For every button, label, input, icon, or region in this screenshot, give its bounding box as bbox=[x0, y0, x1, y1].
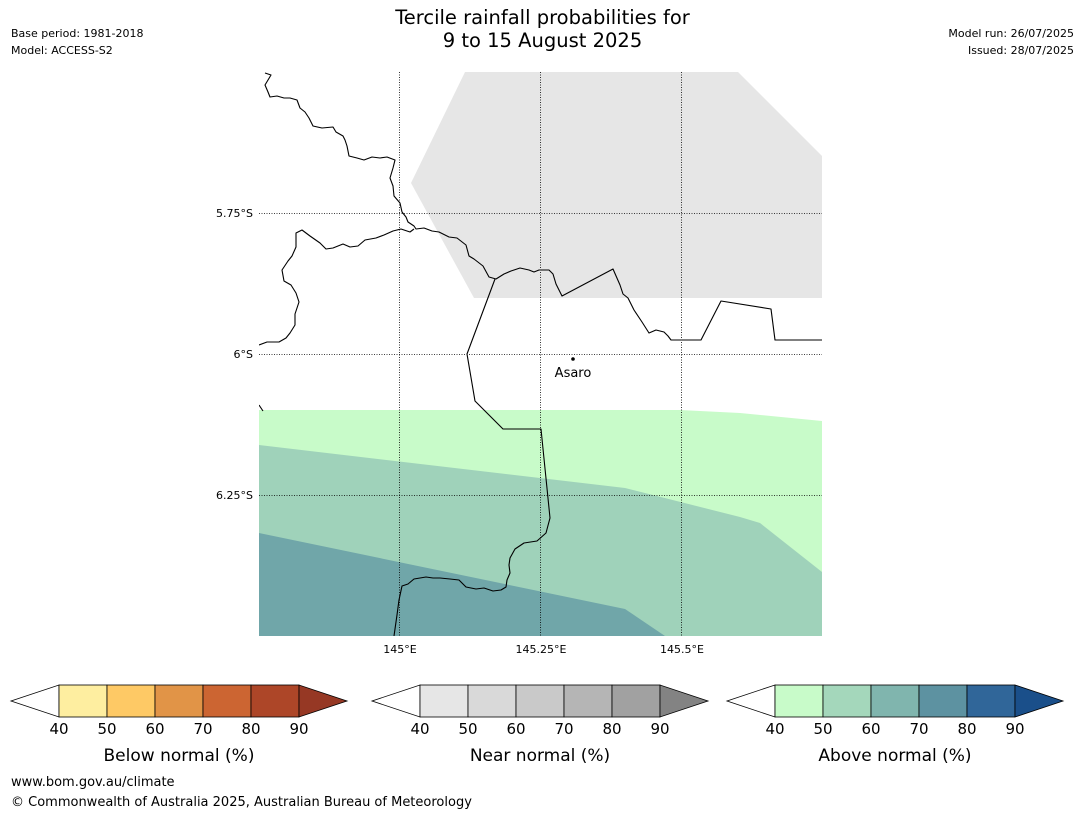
near-normal-swatch bbox=[515, 684, 565, 718]
above-normal-region-60 bbox=[259, 533, 665, 636]
lat-label-6: 6°S bbox=[234, 348, 253, 361]
near-normal-high-extension bbox=[659, 684, 710, 718]
below-normal-tick-label: 80 bbox=[241, 720, 260, 738]
near-normal-low-extension bbox=[370, 684, 421, 718]
below-normal-swatch bbox=[58, 684, 108, 718]
near-normal-swatch bbox=[467, 684, 517, 718]
below-normal-tick-label: 60 bbox=[145, 720, 164, 738]
above-normal-swatch bbox=[870, 684, 920, 718]
near-normal-tick-label: 50 bbox=[458, 720, 477, 738]
below-normal-low-extension bbox=[9, 684, 60, 718]
above-normal-tick-label: 90 bbox=[1005, 720, 1024, 738]
near-normal-tick-label: 40 bbox=[410, 720, 429, 738]
below-normal-tick-label: 40 bbox=[49, 720, 68, 738]
near-normal-tick-label: 70 bbox=[554, 720, 573, 738]
above-normal-tick-label: 50 bbox=[813, 720, 832, 738]
model-info: Base period: 1981-2018 Model: ACCESS-S2 bbox=[11, 25, 143, 59]
map-panel: Asaro bbox=[259, 72, 822, 636]
asaro-label: Asaro bbox=[555, 366, 592, 381]
below-normal-swatch bbox=[154, 684, 204, 718]
near-normal-label: Near normal (%) bbox=[470, 746, 610, 766]
above-normal-swatch bbox=[966, 684, 1016, 718]
above-normal-label: Above normal (%) bbox=[818, 746, 971, 766]
boundary-central bbox=[393, 278, 551, 636]
colorbar-below-normal: 40 50 60 70 80 90 Below normal (%) bbox=[9, 684, 349, 766]
above-normal-low-extension bbox=[725, 684, 776, 718]
boundary-edge bbox=[259, 404, 264, 412]
page-title: Tercile rainfall probabilities for 9 to … bbox=[0, 6, 1085, 52]
above-normal-swatch bbox=[774, 684, 824, 718]
colorbar-near-normal: 40 50 60 70 80 90 Near normal (%) bbox=[370, 684, 710, 766]
run-info: Model run: 26/07/2025 Issued: 28/07/2025 bbox=[948, 25, 1074, 59]
above-normal-tick-label: 60 bbox=[861, 720, 880, 738]
lon-label-145-5: 145.5°E bbox=[660, 643, 704, 656]
base-period: Base period: 1981-2018 bbox=[11, 27, 144, 40]
footer-copyright: © Commonwealth of Australia 2025, Austra… bbox=[11, 795, 472, 810]
lat-label-6-25: 6.25°S bbox=[216, 489, 253, 502]
below-normal-swatch bbox=[202, 684, 252, 718]
above-normal-swatch bbox=[822, 684, 872, 718]
below-normal-high-extension bbox=[298, 684, 349, 718]
near-normal-tick-label: 60 bbox=[506, 720, 525, 738]
footer-url: www.bom.gov.au/climate bbox=[11, 775, 175, 790]
above-normal-tick-label: 80 bbox=[957, 720, 976, 738]
model-name: Model: ACCESS-S2 bbox=[11, 44, 113, 57]
below-normal-swatch bbox=[250, 684, 300, 718]
title-line-2: 9 to 15 August 2025 bbox=[442, 29, 643, 52]
colorbar-above-normal: 40 50 60 70 80 90 Above normal (%) bbox=[725, 684, 1065, 766]
below-normal-label: Below normal (%) bbox=[104, 746, 255, 766]
lon-label-145-25: 145.25°E bbox=[516, 643, 567, 656]
model-run: Model run: 26/07/2025 bbox=[948, 27, 1074, 40]
near-normal-swatch bbox=[611, 684, 661, 718]
boundary-west bbox=[264, 72, 822, 341]
lon-label-145: 145°E bbox=[383, 643, 416, 656]
boundaries bbox=[259, 72, 822, 636]
near-normal-swatch bbox=[563, 684, 613, 718]
near-normal-tick-label: 80 bbox=[602, 720, 621, 738]
above-normal-swatch bbox=[918, 684, 968, 718]
above-normal-high-extension bbox=[1014, 684, 1065, 718]
gridlines bbox=[259, 72, 822, 636]
issued-date: Issued: 28/07/2025 bbox=[967, 44, 1074, 57]
lat-label-5-75: 5.75°S bbox=[216, 207, 253, 220]
boundary-inner-west bbox=[259, 228, 415, 346]
below-normal-swatch bbox=[106, 684, 156, 718]
asaro-marker bbox=[571, 357, 575, 361]
near-normal-tick-label: 90 bbox=[650, 720, 669, 738]
title-line-1: Tercile rainfall probabilities for bbox=[395, 6, 690, 29]
near-normal-region bbox=[411, 72, 822, 298]
near-normal-swatch bbox=[419, 684, 469, 718]
below-normal-tick-label: 90 bbox=[289, 720, 308, 738]
above-normal-tick-label: 70 bbox=[909, 720, 928, 738]
axis-labels: 5.75°S 6°S 6.25°S 145°E 145.25°E 145.5°E bbox=[216, 207, 704, 656]
below-normal-tick-label: 70 bbox=[193, 720, 212, 738]
below-normal-tick-label: 50 bbox=[97, 720, 116, 738]
above-normal-tick-label: 40 bbox=[765, 720, 784, 738]
